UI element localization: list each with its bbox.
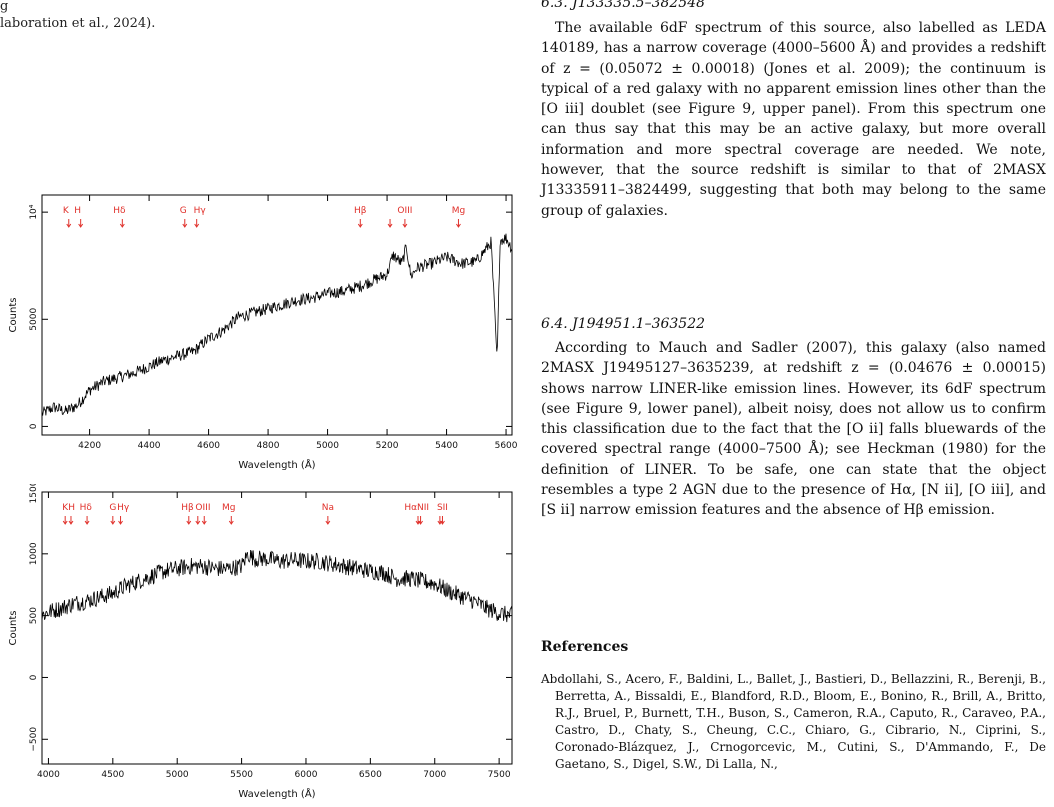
y-tick-label: −500 <box>29 727 39 752</box>
spectral-line-arrowhead <box>325 520 331 525</box>
y-tick-label: 1500 <box>29 484 39 503</box>
x-tick-label: 5000 <box>316 441 339 451</box>
spectral-line-label: Hγ <box>117 503 130 513</box>
spectral-line-label: K <box>63 206 70 216</box>
spectral-line-arrowhead <box>201 520 207 525</box>
spectral-line-label: Mg <box>452 206 465 216</box>
x-tick-label: 5000 <box>166 770 189 780</box>
section-6-4-title-text: 6.4. J194951.1–363522 <box>541 316 706 332</box>
spectral-line-label: Hβ <box>354 206 367 216</box>
spectral-line-label: HαNII <box>404 503 429 513</box>
x-tick-label: 5400 <box>435 441 458 451</box>
x-tick-label: 4000 <box>37 770 60 780</box>
spectral-line-label: OIII <box>195 503 210 513</box>
spectral-line-arrowhead <box>357 223 363 228</box>
spectral-line-arrowhead <box>418 520 423 525</box>
y-tick-label: 1000 <box>29 542 39 565</box>
spectral-line-label: Na <box>322 503 334 513</box>
spectral-line-label: Mg <box>222 503 235 513</box>
spectral-line-label: Hδ <box>113 206 126 216</box>
caption-line-1: g <box>0 0 9 14</box>
x-axis-label: Wavelength (Å) <box>238 787 315 800</box>
references-title: References <box>541 639 629 655</box>
x-tick-label: 4200 <box>78 441 101 451</box>
spectral-line-label: SII <box>437 503 448 513</box>
section-6-4-title: 6.4. J194951.1–363522 <box>541 313 1046 332</box>
x-tick-label: 4400 <box>138 441 161 451</box>
y-tick-label: 10⁴ <box>29 204 39 219</box>
spectral-line-arrowhead <box>119 223 125 228</box>
y-tick-label: 0 <box>29 423 39 429</box>
x-tick-label: 5200 <box>376 441 399 451</box>
section-6-4-body: According to Mauch and Sadler (2007), th… <box>541 338 1046 521</box>
spectral-line-label: G <box>109 503 116 513</box>
y-tick-label: 5000 <box>29 308 39 331</box>
section-6-3-paragraph: The available 6dF spectrum of this sourc… <box>541 20 1046 219</box>
x-axis-label: Wavelength (Å) <box>238 458 315 471</box>
spectral-line-label: H <box>74 206 81 216</box>
reference-entry: Abdollahi, S., Acero, F., Baldini, L., B… <box>541 672 1046 771</box>
spectral-line-arrowhead <box>118 520 123 525</box>
x-tick-label: 6500 <box>359 770 382 780</box>
spectral-line-arrowhead <box>84 520 90 525</box>
references-list: Abdollahi, S., Acero, F., Baldini, L., B… <box>541 671 1046 773</box>
section-6-4-paragraph: According to Mauch and Sadler (2007), th… <box>541 340 1046 519</box>
spectral-line-label: H <box>68 503 75 513</box>
spectral-line-label: Hγ <box>194 206 207 216</box>
spectrum-series <box>41 233 513 416</box>
section-6-3-title-text: 6.3. J133335.5–382548 <box>541 0 706 11</box>
spectral-line-arrowhead <box>62 520 68 525</box>
spectral-line-label: K <box>62 503 69 513</box>
y-axis-label: Counts <box>8 298 19 333</box>
spectral-line-label: Hδ <box>80 503 93 513</box>
spectral-line-arrowhead <box>194 223 200 228</box>
spectral-line-arrowhead <box>228 520 234 525</box>
x-tick-label: 7000 <box>423 770 446 780</box>
y-tick-label: 0 <box>29 674 39 680</box>
section-6-3-body: The available 6dF spectrum of this sourc… <box>541 18 1046 221</box>
spectral-line-arrowhead <box>78 223 84 228</box>
spectral-line-arrowhead <box>68 520 74 525</box>
spectrum-plot-lower: 4000 4500 5000 5500 6000 6500 7000 7500 −500 0 500… <box>8 484 513 800</box>
x-tick-label: 4500 <box>101 770 124 780</box>
plot-frame <box>41 194 513 436</box>
spectral-line-arrowhead <box>387 223 393 228</box>
x-tick-label: 4600 <box>197 441 220 451</box>
figure-caption-fragment: g laboration et al., 2024). <box>0 0 480 32</box>
spectral-line-arrowhead <box>195 520 201 525</box>
spectral-line-label: G <box>180 206 187 216</box>
x-tick-label: 7500 <box>488 770 511 780</box>
plot-frame <box>41 491 513 765</box>
spectral-line-arrowhead <box>440 520 445 525</box>
spectral-line-arrowhead <box>402 223 408 228</box>
x-tick-label: 6000 <box>295 770 318 780</box>
spectral-line-arrowhead <box>66 223 72 228</box>
section-6-3-title: 6.3. J133335.5–382548 <box>541 0 1046 12</box>
caption-line-2: laboration et al., 2024). <box>0 16 156 31</box>
x-tick-label: 4800 <box>257 441 280 451</box>
spectral-line-label: OIII <box>397 206 412 216</box>
spectral-line-arrowhead <box>110 520 116 525</box>
references-heading: References <box>541 636 1046 655</box>
x-tick-label: 5600 <box>495 441 518 451</box>
x-tick-label: 5500 <box>230 770 253 780</box>
spectrum-series <box>41 549 513 623</box>
spectral-line-arrowhead <box>456 223 461 228</box>
y-axis-label: Counts <box>8 611 19 646</box>
spectral-line-arrowhead <box>182 223 188 228</box>
spectral-line-arrowhead <box>186 520 192 525</box>
spectrum-plot-upper: 4200 4400 4600 4800 5000 5200 5400 5600 0 5000 10⁴… <box>8 194 518 471</box>
spectral-line-label: Hβ <box>181 503 194 513</box>
y-tick-label: 500 <box>29 607 39 624</box>
